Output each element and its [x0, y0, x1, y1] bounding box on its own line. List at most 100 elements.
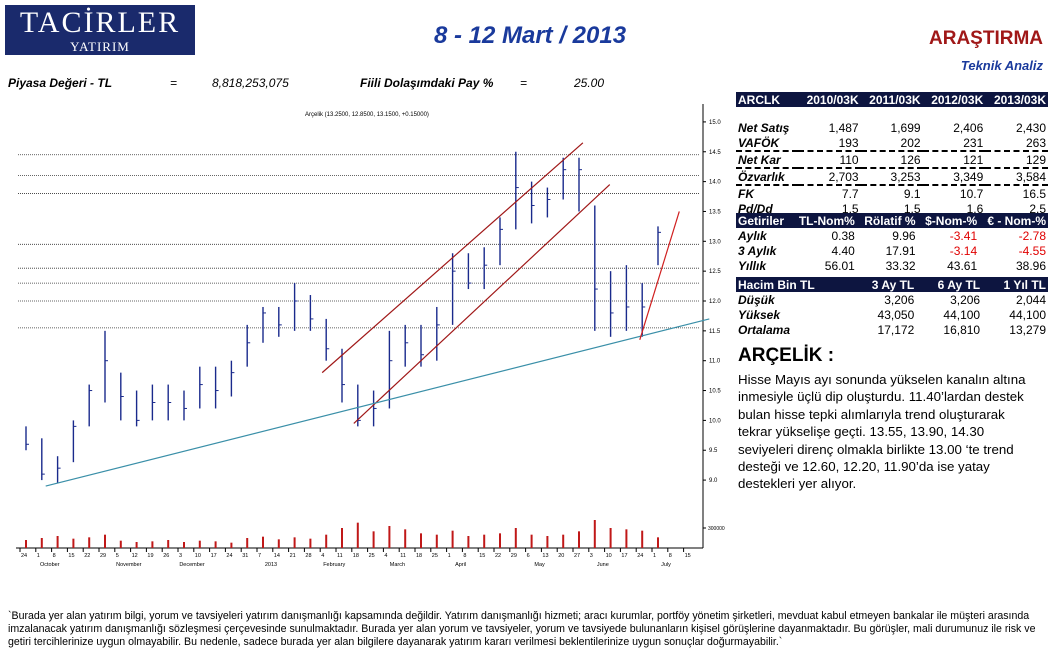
- x-tick-label: 27: [574, 553, 580, 559]
- y-tick-label: 10.5: [709, 389, 721, 395]
- volume-bar: [214, 541, 217, 548]
- x-tick-label: 22: [495, 553, 501, 559]
- volume-bar: [325, 534, 328, 548]
- volume-bar: [246, 538, 249, 548]
- table-cell: 1.5: [841, 201, 859, 216]
- y-tick-label: 14.5: [709, 150, 721, 156]
- row-label: 3 Aylık: [738, 243, 777, 258]
- x-tick-label: 8: [669, 553, 672, 559]
- trend-line: [353, 184, 611, 424]
- logo-title: TACİRLER: [19, 6, 181, 39]
- table-cell: 2,044: [1015, 292, 1046, 307]
- x-tick-label: 7: [258, 553, 261, 559]
- table-cell: 2,406: [953, 120, 984, 135]
- table-cell: 263: [985, 135, 1048, 152]
- table-cell: 9.1: [903, 186, 921, 201]
- table-cell: 126: [860, 151, 923, 169]
- volume-bar: [104, 534, 106, 548]
- info-label: Fiili Dolaşımdaki Pay %: [360, 76, 494, 90]
- x-tick-label: 1: [448, 553, 451, 559]
- volume-bar: [420, 533, 422, 548]
- row-label: Pd/Dd: [738, 201, 773, 216]
- logo: TACİRLER YATIRIM: [5, 5, 195, 55]
- section: Teknik Analiz: [960, 58, 1043, 73]
- row-label: Net Satış: [738, 120, 790, 135]
- y-tick-label: 12.0: [709, 299, 721, 305]
- x-tick-label: 10: [606, 553, 612, 559]
- logo-subtitle: YATIRIM: [70, 39, 130, 54]
- month-label: May: [534, 562, 545, 568]
- table-cell: 7.7: [841, 186, 859, 201]
- volume-bar: [435, 534, 438, 548]
- x-tick-label: 26: [163, 553, 169, 559]
- table-header: 1 Yıl TL: [982, 277, 1048, 292]
- table-header: € - Nom-%: [979, 213, 1048, 228]
- x-tick-label: 10: [195, 553, 201, 559]
- table-header: ARCLK: [736, 92, 798, 107]
- table-cell: 33.32: [885, 258, 916, 273]
- x-tick-label: 5: [116, 553, 119, 559]
- volume-bar: [341, 528, 343, 548]
- volume-bar: [25, 540, 27, 548]
- table-header: 6 Ay TL: [916, 277, 983, 292]
- x-tick-label: 21: [290, 553, 296, 559]
- table-cell: 38.96: [1015, 258, 1046, 273]
- x-tick-label: 8: [53, 553, 56, 559]
- table-cell: 17,172: [877, 322, 915, 337]
- x-tick-label: 17: [621, 553, 627, 559]
- x-tick-label: 3: [179, 553, 182, 559]
- y-tick-label: 13.0: [709, 239, 721, 245]
- x-tick-label: 25: [432, 553, 438, 559]
- month-label: December: [179, 562, 205, 568]
- y-tick-label: 15.0: [709, 120, 721, 126]
- y-tick-label: 10.0: [709, 418, 721, 424]
- x-tick-label: 14: [274, 553, 280, 559]
- x-tick-label: 25: [369, 553, 375, 559]
- y-tick-label: 11.0: [709, 359, 721, 365]
- month-label: October: [40, 562, 60, 568]
- table-header: 2013/03K: [985, 92, 1048, 107]
- info-value: 25.00: [574, 76, 605, 90]
- x-tick-label: 13: [542, 553, 548, 559]
- disclaimer: `Burada yer alan yatırım bilgi, yorum ve…: [8, 610, 1036, 648]
- row-label: Düşük: [738, 292, 775, 307]
- y-tick-label: 12.5: [709, 269, 721, 275]
- table-cell: 43.61: [947, 258, 978, 273]
- x-tick-label: 3: [590, 553, 593, 559]
- table-cell: 4.40: [831, 243, 855, 258]
- x-tick-label: 1: [37, 553, 40, 559]
- x-tick-label: 29: [100, 553, 106, 559]
- table-cell: 44,100: [943, 307, 981, 322]
- x-tick-label: 28: [305, 553, 311, 559]
- table-cell: 3,253: [860, 168, 923, 186]
- volume-bar: [198, 540, 201, 548]
- x-tick-label: 12: [132, 553, 138, 559]
- x-tick-label: 24: [21, 553, 27, 559]
- x-tick-label: 29: [511, 553, 517, 559]
- x-tick-label: 18: [353, 553, 359, 559]
- table-cell: 2,430: [1015, 120, 1046, 135]
- table-cell: -3.41: [949, 228, 978, 243]
- table-cell: 1.5: [903, 201, 921, 216]
- row-label: Aylık: [738, 228, 767, 243]
- volume-bar: [467, 536, 470, 548]
- table-cell: 17.91: [885, 243, 916, 258]
- x-tick-label: 11: [337, 553, 343, 559]
- x-tick-label: 31: [242, 553, 248, 559]
- volume-bar: [151, 541, 154, 548]
- table-cell: 3,206: [950, 292, 981, 307]
- table-header: 3 Ay TL: [850, 277, 917, 292]
- volume-bar: [593, 520, 596, 548]
- y-tick-label: 9.0: [709, 478, 718, 484]
- volume-bar: [530, 534, 533, 548]
- month-label: April: [455, 562, 466, 568]
- row-label: Özvarlık: [736, 168, 798, 186]
- month-label: June: [597, 562, 609, 568]
- table-cell: 202: [860, 135, 923, 152]
- stock-chart: Arçelik (13.2500, 12.8500, 13.1500, +0.1…: [16, 104, 725, 568]
- x-tick-label: 22: [84, 553, 90, 559]
- month-label: February: [323, 562, 345, 568]
- table-header: Hacim Bin TL: [736, 277, 851, 292]
- x-tick-label: 1: [653, 553, 656, 559]
